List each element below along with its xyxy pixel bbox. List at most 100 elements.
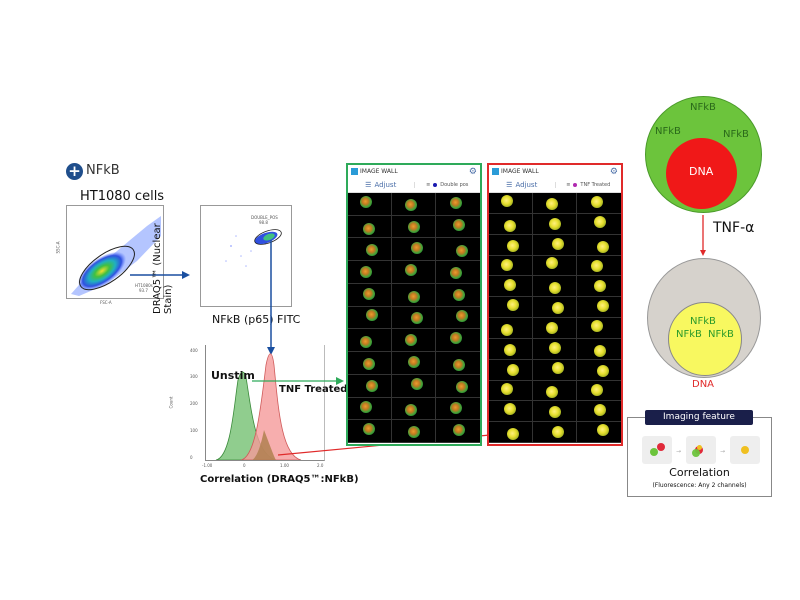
cell-blob	[597, 240, 609, 253]
sliders-icon: ☰	[506, 181, 513, 189]
cell-image-tile[interactable]	[436, 216, 480, 239]
scatter2-density	[225, 229, 282, 267]
cell-blob	[407, 220, 420, 233]
cell-image-tile[interactable]	[577, 422, 621, 443]
cell-blob	[500, 383, 513, 396]
cell-blob	[365, 244, 378, 257]
cell-image-tile[interactable]	[577, 193, 621, 214]
cell-image-tile[interactable]	[392, 261, 436, 284]
cell-image-tile[interactable]	[392, 193, 436, 216]
cell-image-tile[interactable]	[392, 329, 436, 353]
cell-image-tile[interactable]	[436, 329, 480, 353]
gear-icon[interactable]: ⚙	[468, 166, 477, 177]
adjust-button[interactable]: ☰ Adjust	[506, 181, 538, 189]
cell-image-tile[interactable]	[348, 283, 392, 307]
cell-image-tile[interactable]	[436, 193, 480, 216]
cell-image-tile[interactable]	[392, 374, 436, 398]
cell-blob	[359, 195, 372, 208]
cell-image-tile[interactable]	[489, 318, 533, 339]
cell-image-tile[interactable]	[577, 318, 621, 339]
cell-image-tile[interactable]	[436, 375, 480, 398]
cell-image-tile[interactable]	[577, 214, 621, 235]
cell-image-tile[interactable]	[489, 193, 533, 214]
cell-image-tile[interactable]	[533, 359, 577, 381]
cell-image-tile[interactable]	[392, 306, 436, 330]
cell-image-tile[interactable]	[436, 261, 480, 284]
cell-image-tile[interactable]	[436, 307, 480, 330]
cell-image-tile[interactable]	[577, 360, 621, 381]
cell-image-tile[interactable]	[489, 359, 533, 381]
cell-image-tile[interactable]	[489, 297, 533, 318]
cell-image-tile[interactable]	[533, 255, 577, 277]
scatter2-xlabel: NFkB (p65) FITC	[212, 313, 301, 326]
cell-blob	[450, 332, 462, 345]
cell-image-tile[interactable]	[436, 284, 480, 307]
adjust-button[interactable]: ☰ Adjust	[365, 181, 397, 189]
cell-blob	[548, 406, 561, 419]
cell-image-tile[interactable]	[436, 238, 480, 262]
wall-collapse-icon[interactable]	[492, 168, 499, 175]
cell-blob	[594, 344, 606, 357]
cell-blob	[594, 215, 606, 228]
cell-image-tile[interactable]	[533, 193, 577, 214]
cell-image-tile[interactable]	[577, 339, 621, 360]
cell-image-tile[interactable]	[348, 193, 392, 216]
gate2-label: DOUBLE_POS	[251, 215, 278, 220]
cell-image-tile[interactable]	[348, 238, 392, 262]
cell-image-tile[interactable]	[577, 401, 621, 423]
population-filter[interactable]: ≡ TNF Treated	[554, 182, 622, 188]
cell-image-tile[interactable]	[348, 306, 392, 330]
cell-image-tile[interactable]	[436, 352, 480, 375]
cell-image-tile[interactable]	[348, 261, 392, 284]
cell-image-tile[interactable]	[392, 420, 436, 443]
population-filter[interactable]: ≡ Double pos	[413, 182, 481, 188]
cell-image-tile[interactable]	[392, 352, 436, 375]
gear-icon[interactable]: ⚙	[609, 166, 618, 177]
cell-image-tile[interactable]	[348, 215, 392, 239]
cell-image-tile[interactable]	[533, 318, 577, 339]
cell-image-tile[interactable]	[577, 235, 621, 256]
cell-image-tile[interactable]	[348, 329, 392, 353]
cell-image-tile[interactable]	[392, 215, 436, 239]
cell-image-tile[interactable]	[533, 213, 577, 235]
cell-image-tile[interactable]	[348, 397, 392, 421]
cell-image-tile[interactable]	[533, 297, 577, 318]
cell-blob	[453, 288, 465, 301]
cell-blob	[407, 426, 420, 439]
step-arrow-icon: →	[720, 448, 726, 455]
cell-image-tile[interactable]	[533, 338, 577, 360]
wall-collapse-icon[interactable]	[351, 168, 358, 175]
cell-image-tile[interactable]	[577, 297, 621, 318]
cell-image-tile[interactable]	[392, 283, 436, 307]
cell-image-tile[interactable]	[533, 422, 577, 443]
nucleus-dna	[666, 138, 737, 209]
cell-image-tile[interactable]	[533, 380, 577, 402]
cell-image-tile[interactable]	[436, 398, 480, 421]
cell-image-tile[interactable]	[348, 420, 392, 443]
nfkb-label: NFkB	[723, 129, 749, 140]
cell-blob	[506, 428, 519, 441]
cell-image-tile[interactable]	[577, 256, 621, 277]
scatter1-xlabel: FSC-A	[100, 300, 112, 305]
cell-image-tile[interactable]	[489, 213, 533, 235]
cell-image-tile[interactable]	[489, 338, 533, 360]
cell-image-tile[interactable]	[348, 352, 392, 375]
cell-image-tile[interactable]	[436, 420, 480, 443]
cell-image-tile[interactable]	[489, 401, 533, 423]
cell-image-tile[interactable]	[489, 255, 533, 277]
cell-image-tile[interactable]	[577, 276, 621, 298]
step-arrow-icon: →	[676, 448, 682, 455]
cell-image-tile[interactable]	[489, 380, 533, 402]
cell-image-tile[interactable]	[489, 276, 533, 298]
cell-image-tile[interactable]	[489, 234, 533, 256]
cell-image-tile[interactable]	[533, 401, 577, 423]
cell-image-tile[interactable]	[348, 374, 392, 398]
cell-image-tile[interactable]	[533, 234, 577, 256]
cell-blob	[453, 358, 465, 371]
cell-image-tile[interactable]	[533, 276, 577, 298]
step-overlap-icon	[686, 436, 716, 464]
cell-image-tile[interactable]	[577, 381, 621, 402]
cell-image-tile[interactable]	[489, 422, 533, 443]
cell-image-tile[interactable]	[392, 397, 436, 421]
cell-image-tile[interactable]	[392, 238, 436, 262]
